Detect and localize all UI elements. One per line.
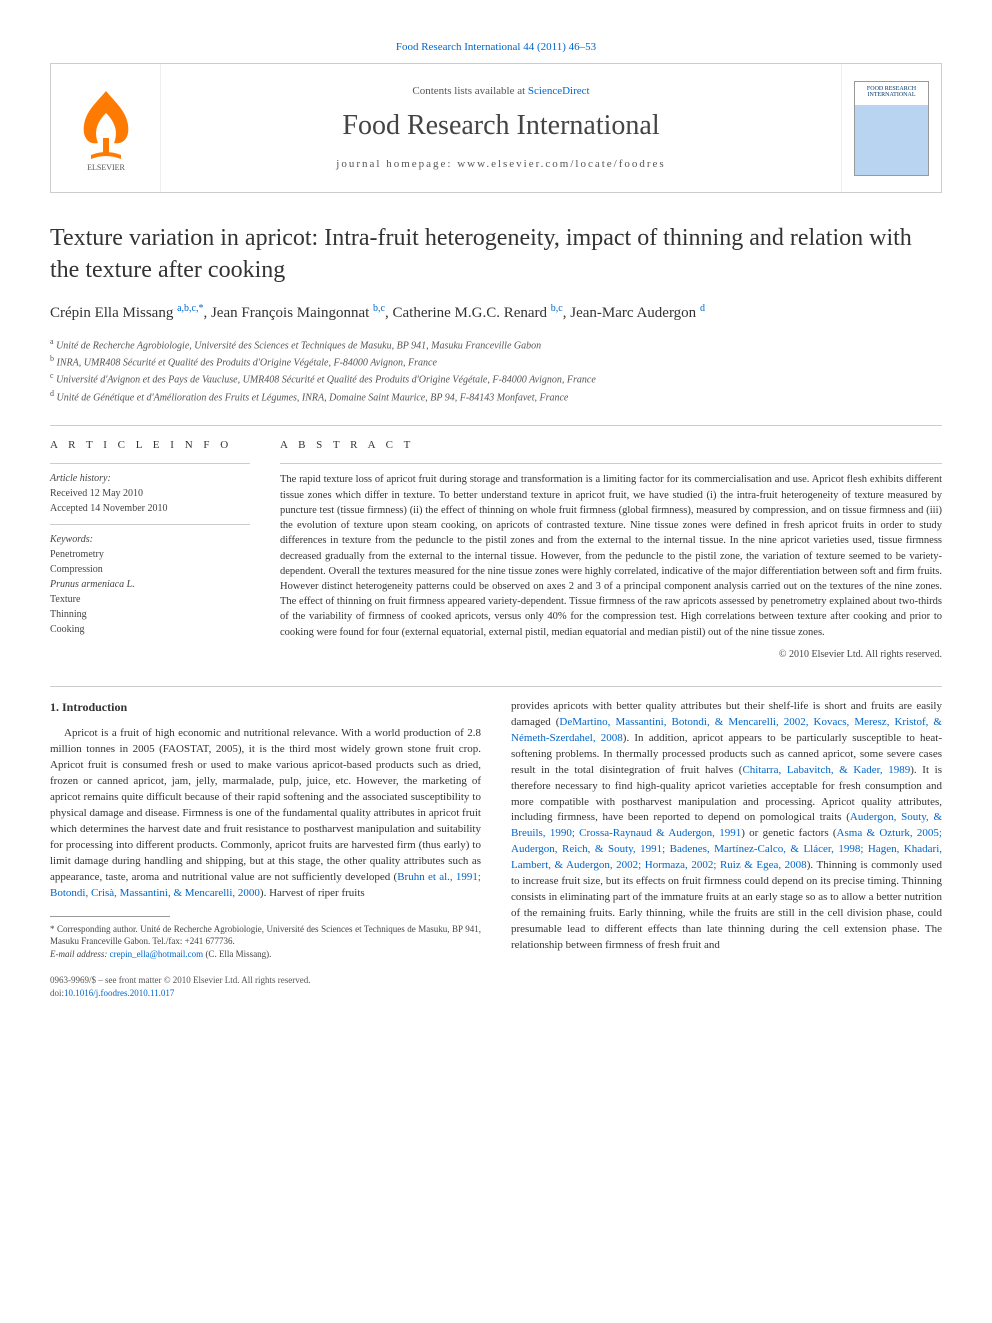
keyword-3: Prunus armeniaca L.	[50, 578, 250, 592]
col2-post: ). Thinning is commonly used to increase…	[511, 859, 942, 951]
cite-chitarra[interactable]: Chitarra, Labavitch, & Kader, 1989	[742, 764, 910, 776]
front-matter: 0963-9969/$ – see front matter © 2010 El…	[50, 974, 942, 987]
journal-ref-link[interactable]: Food Research International 44 (2011) 46…	[396, 41, 596, 53]
divider-top	[50, 425, 942, 426]
accepted-date: Accepted 14 November 2010	[50, 502, 250, 516]
contents-prefix: Contents lists available at	[412, 85, 527, 97]
sciencedirect-link[interactable]: ScienceDirect	[528, 85, 590, 97]
affil-sup-d: d	[50, 389, 54, 398]
article-info: A R T I C L E I N F O Article history: R…	[50, 438, 250, 662]
abstract-copyright: © 2010 Elsevier Ltd. All rights reserved…	[280, 648, 942, 662]
info-abstract-row: A R T I C L E I N F O Article history: R…	[50, 438, 942, 662]
keyword-1: Penetrometry	[50, 548, 250, 562]
corresponding-text: * Corresponding author. Unité de Recherc…	[50, 923, 481, 948]
affil-sup-b: b	[50, 354, 54, 363]
abstract: A B S T R A C T The rapid texture loss o…	[280, 438, 942, 662]
elsevier-tree-icon: ELSEVIER	[66, 83, 146, 173]
affil-text-c: Université d'Avignon et des Pays de Vauc…	[56, 375, 596, 386]
info-hr-2	[50, 524, 250, 525]
affiliation-a: a Unité de Recherche Agrobiologie, Unive…	[50, 336, 942, 353]
intro-para1-pre: Apricot is a fruit of high economic and …	[50, 727, 481, 882]
svg-text:ELSEVIER: ELSEVIER	[87, 163, 125, 172]
email-link[interactable]: crepin_ella@hotmail.com	[110, 949, 204, 959]
affil-text-a: Unité de Recherche Agrobiologie, Univers…	[56, 340, 541, 351]
doi-prefix: doi:	[50, 988, 64, 998]
keyword-5: Thinning	[50, 608, 250, 622]
affil-text-b: INRA, UMR408 Sécurité et Qualité des Pro…	[57, 357, 437, 368]
author-1: Crépin Ella Missang	[50, 305, 173, 321]
top-journal-ref: Food Research International 44 (2011) 46…	[50, 40, 942, 55]
doi-line: doi:10.1016/j.foodres.2010.11.017	[50, 987, 942, 1000]
author-1-affil[interactable]: a,b,c,	[177, 303, 198, 314]
author-2: Jean François Maingonnat	[211, 305, 369, 321]
doi-link[interactable]: 10.1016/j.foodres.2010.11.017	[64, 988, 174, 998]
intro-para-1-cont: provides apricots with better quality at…	[511, 699, 942, 954]
body-columns: 1. Introduction Apricot is a fruit of hi…	[50, 699, 942, 960]
keyword-4: Texture	[50, 593, 250, 607]
keyword-2: Compression	[50, 563, 250, 577]
footnote-separator	[50, 916, 170, 917]
corresponding-footnote: * Corresponding author. Unité de Recherc…	[50, 923, 481, 961]
affiliations: a Unité de Recherche Agrobiologie, Unive…	[50, 336, 942, 405]
author-3: Catherine M.G.C. Renard	[392, 305, 547, 321]
info-hr-1	[50, 463, 250, 464]
journal-homepage: journal homepage: www.elsevier.com/locat…	[336, 157, 665, 172]
body-col-2: provides apricots with better quality at…	[511, 699, 942, 960]
abstract-heading: A B S T R A C T	[280, 438, 942, 453]
col2-mid3: ) or genetic factors (	[741, 827, 836, 839]
journal-header: ELSEVIER Contents lists available at Sci…	[50, 63, 942, 193]
corresponding-star[interactable]: *	[198, 303, 203, 314]
author-4-affil[interactable]: d	[700, 303, 705, 314]
article-title: Texture variation in apricot: Intra-frui…	[50, 223, 942, 285]
affil-sup-c: c	[50, 371, 54, 380]
affil-sup-a: a	[50, 337, 54, 346]
intro-para1-post: ). Harvest of riper fruits	[260, 887, 365, 899]
info-heading: A R T I C L E I N F O	[50, 438, 250, 453]
elsevier-logo: ELSEVIER	[51, 64, 161, 192]
cover-title-2: INTERNATIONAL	[868, 92, 916, 99]
abstract-hr	[280, 463, 942, 464]
cover-thumbnail: FOOD RESEARCH INTERNATIONAL	[854, 81, 929, 176]
keyword-6: Cooking	[50, 623, 250, 637]
affiliation-d: d Unité de Génétique et d'Amélioration d…	[50, 388, 942, 405]
journal-cover: FOOD RESEARCH INTERNATIONAL	[841, 64, 941, 192]
affiliation-b: b INRA, UMR408 Sécurité et Qualité des P…	[50, 353, 942, 370]
history-heading: Article history:	[50, 472, 250, 486]
author-3-affil[interactable]: b,c	[551, 303, 563, 314]
affil-text-d: Unité de Génétique et d'Amélioration des…	[57, 392, 569, 403]
author-4: Jean-Marc Audergon	[570, 305, 696, 321]
footer: 0963-9969/$ – see front matter © 2010 El…	[50, 974, 942, 999]
cover-title-1: FOOD RESEARCH	[867, 86, 916, 93]
authors-line: Crépin Ella Missang a,b,c,*, Jean Franço…	[50, 302, 942, 324]
header-center: Contents lists available at ScienceDirec…	[161, 64, 841, 192]
body-col-1: 1. Introduction Apricot is a fruit of hi…	[50, 699, 481, 960]
journal-name: Food Research International	[342, 106, 659, 145]
divider-bottom	[50, 686, 942, 687]
email-label: E-mail address:	[50, 949, 110, 959]
section-heading-intro: 1. Introduction	[50, 699, 481, 716]
email-suffix: (C. Ella Missang).	[203, 949, 271, 959]
intro-para-1: Apricot is a fruit of high economic and …	[50, 726, 481, 901]
abstract-text: The rapid texture loss of apricot fruit …	[280, 472, 942, 639]
author-2-affil[interactable]: b,c	[373, 303, 385, 314]
affiliation-c: c Université d'Avignon et des Pays de Va…	[50, 370, 942, 387]
email-line: E-mail address: crepin_ella@hotmail.com …	[50, 948, 481, 961]
received-date: Received 12 May 2010	[50, 487, 250, 501]
contents-line: Contents lists available at ScienceDirec…	[412, 84, 589, 99]
keywords-heading: Keywords:	[50, 533, 250, 547]
